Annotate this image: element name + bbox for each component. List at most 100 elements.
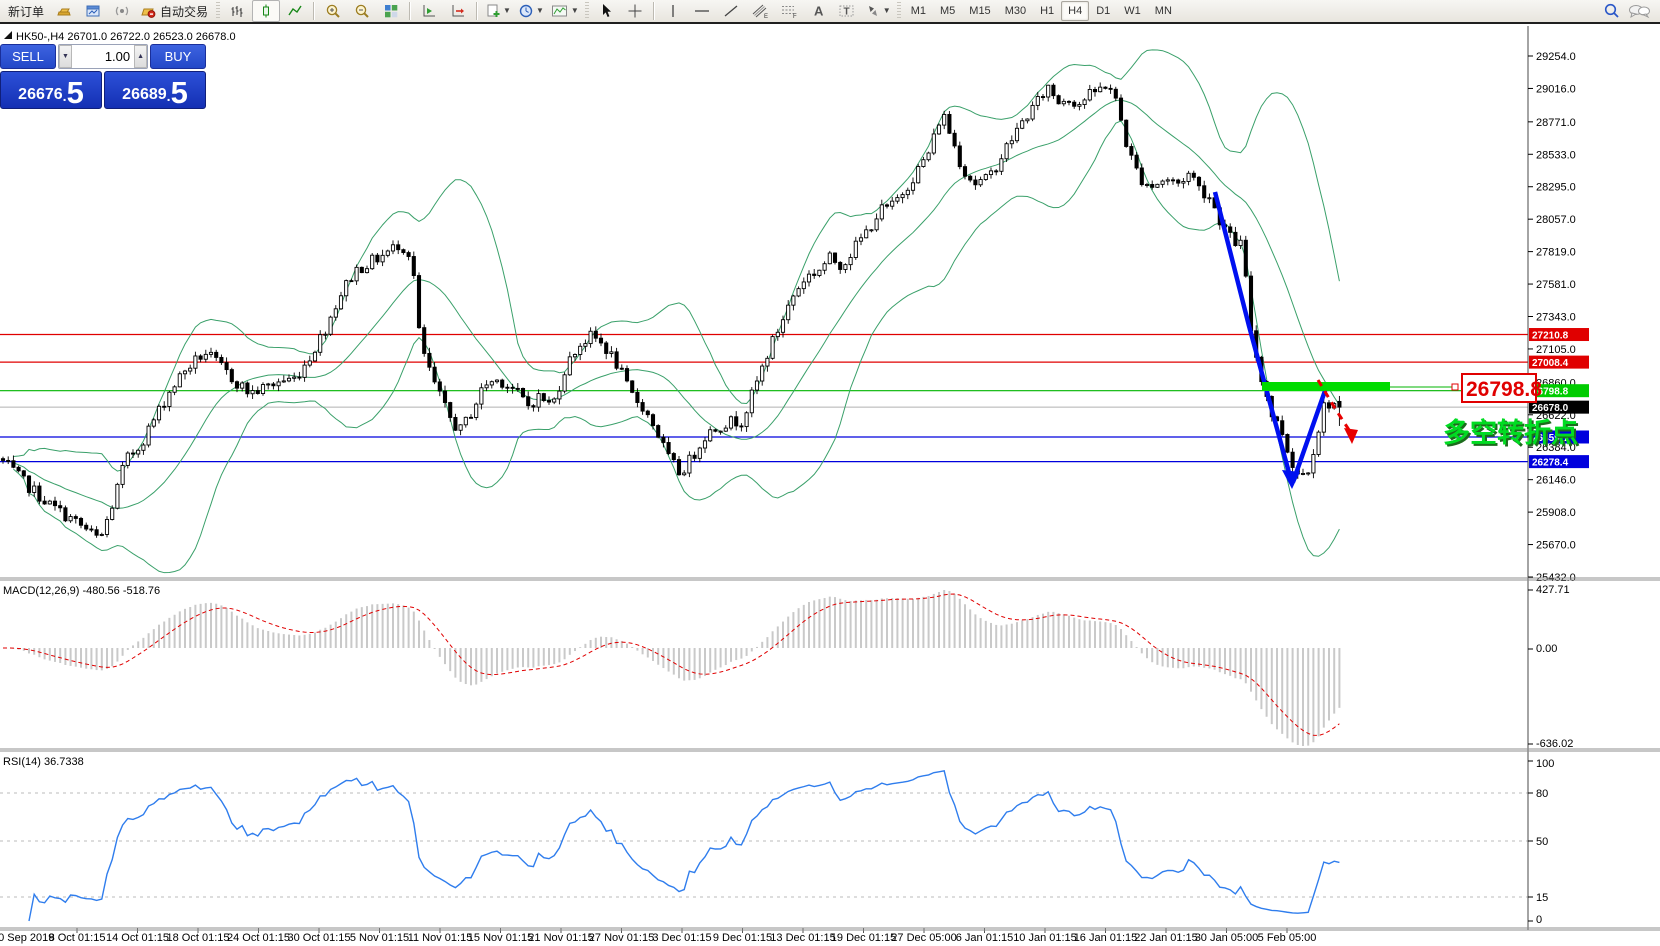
price-axis-label: 28771.0	[1536, 117, 1576, 129]
chart-shift-button[interactable]	[444, 0, 472, 22]
price-axis-label: 25670.0	[1536, 540, 1576, 552]
dropdown-caret-icon: ▼	[570, 6, 579, 15]
new-order-icon[interactable]	[50, 0, 78, 22]
signals-icon	[115, 6, 129, 16]
price-axis-label: 25908.0	[1536, 507, 1576, 519]
anchor-square-icon	[1451, 383, 1459, 391]
signals-icon-button[interactable]	[108, 0, 136, 22]
zoom-out-button[interactable]	[348, 0, 376, 22]
pane-separators	[0, 577, 1660, 931]
equidistant-channel-icon: E	[752, 4, 768, 19]
price-tag-label: 26278.4	[1532, 458, 1569, 469]
chat-icon[interactable]	[1627, 2, 1651, 20]
time-axis-label: 5 Nov 01:15	[350, 932, 409, 944]
price-callout-box	[1461, 373, 1537, 403]
ask-price-box[interactable]: 26689 . 5	[104, 71, 206, 109]
rsi-axis-label: 80	[1536, 788, 1548, 800]
time-axis-label: 11 Nov 01:15	[408, 932, 473, 944]
timeframe-M5[interactable]: M5	[940, 5, 956, 17]
sell-button[interactable]: SELL	[0, 44, 56, 69]
indicator-list-icon	[551, 5, 567, 17]
price-tag	[1529, 400, 1589, 414]
timeframe-H1[interactable]: H1	[1040, 5, 1055, 17]
price-axis-label: 28295.0	[1536, 182, 1576, 194]
price-tag-label: 26678.0	[1532, 403, 1569, 414]
auto-trading-button[interactable]: 自动交易	[137, 0, 213, 22]
chart-window-icon-button[interactable]	[79, 0, 107, 22]
text-button[interactable]: A	[804, 0, 832, 22]
toolbar-drag-handle[interactable]	[584, 2, 589, 20]
timeframe-M15[interactable]: M15	[969, 5, 991, 17]
timeframe-M30[interactable]: M30	[1004, 5, 1027, 17]
macd-axis-label: -636.02	[1536, 738, 1573, 750]
svg-text:T: T	[843, 7, 849, 18]
volume-input[interactable]	[71, 45, 135, 68]
equidistant-channel-button[interactable]: E	[746, 0, 774, 22]
macd-axis-label: 0.00	[1536, 643, 1557, 655]
fibonacci-button[interactable]: F	[775, 0, 803, 22]
bar-chart-button[interactable]	[223, 0, 251, 22]
candlestick-chart-button[interactable]	[252, 0, 281, 22]
periods-button[interactable]: ▼	[515, 0, 547, 22]
time-axis-label: 3 Dec 01:15	[652, 932, 711, 944]
dropdown-caret-icon: ▼	[503, 6, 511, 15]
price-tag	[1529, 455, 1589, 469]
text-label-icon: T	[839, 5, 854, 18]
chart-annotations[interactable]	[1212, 191, 1390, 489]
buy-button[interactable]: BUY	[150, 44, 206, 69]
timeframe-M1[interactable]: M1	[910, 5, 926, 17]
volume-increase-button[interactable]: ▲	[134, 45, 148, 68]
cursor-icon	[602, 4, 611, 17]
toolbar-drag-handle[interactable]	[216, 2, 221, 20]
tile-windows-button[interactable]	[377, 0, 405, 22]
search-icon[interactable]	[1603, 2, 1621, 20]
line-chart-button[interactable]	[281, 0, 309, 22]
price-axis-label: 27581.0	[1536, 279, 1576, 291]
price-tag	[1529, 355, 1589, 369]
timeframe-H4[interactable]: H4	[1061, 1, 1090, 21]
fibonacci-icon: F	[781, 6, 797, 19]
zoom-in-button[interactable]	[319, 0, 347, 22]
price-axis-label: 26384.0	[1536, 442, 1576, 454]
price-tag-label: 27008.4	[1532, 358, 1569, 369]
bid-price-box[interactable]: 26676 . 5	[0, 71, 102, 109]
text-icon: A	[814, 4, 824, 19]
price-axis-label: 27105.0	[1536, 344, 1576, 356]
vertical-line-button[interactable]	[659, 0, 687, 22]
arrows-button[interactable]: ▼	[862, 0, 894, 22]
horizontal-line-button[interactable]	[688, 0, 716, 22]
timeframe-W1[interactable]: W1	[1124, 5, 1141, 17]
horizontal-level-lines[interactable]	[0, 333, 1528, 463]
price-tag	[1529, 430, 1589, 444]
indicator-list-button[interactable]: ▼	[548, 0, 582, 22]
new-order-button[interactable]: 新订单	[3, 0, 49, 22]
crosshair-button[interactable]	[621, 0, 649, 22]
toolbar-drag-handle[interactable]	[896, 2, 901, 20]
price-tag-label: 26459.1	[1532, 433, 1569, 444]
svg-text:F: F	[793, 14, 797, 19]
time-axis-label: 16 Jan 01:15	[1074, 932, 1138, 944]
volume-decrease-button[interactable]: ▼	[59, 45, 72, 68]
green-resistance-rectangle	[1262, 382, 1390, 391]
price-axis: 29254.0 29016.0 28771.0 28533.0 28295.0 28057…	[0, 26, 1660, 944]
blue-trend-line-up	[1290, 387, 1329, 483]
timeframe-MN[interactable]: MN	[1154, 5, 1172, 17]
rsi-axis-label: 100	[1536, 758, 1554, 770]
toolbar: 新订单 自动交易	[0, 0, 1660, 24]
cursor-button[interactable]	[592, 0, 620, 22]
price-callout-text[interactable]: 26798.8	[1466, 378, 1542, 401]
timeframe-D1[interactable]: D1	[1096, 5, 1111, 17]
new-chart-button[interactable]: ▼	[482, 0, 514, 22]
time-axis-label: 30 Jan 05:00	[1195, 932, 1259, 944]
ask-integer: 26689	[122, 86, 167, 103]
text-label-button[interactable]: T	[833, 0, 861, 22]
trendline-button[interactable]	[717, 0, 745, 22]
time-axis-label: 19 Dec 01:15	[831, 932, 896, 944]
macd-indicator	[2, 590, 1341, 746]
trendline-icon	[724, 5, 738, 17]
auto-scroll-button[interactable]	[415, 0, 443, 22]
ask-fraction: 5	[170, 74, 188, 110]
bid-dot: .	[62, 88, 67, 104]
note-text[interactable]: 多空转折点	[1443, 417, 1578, 448]
